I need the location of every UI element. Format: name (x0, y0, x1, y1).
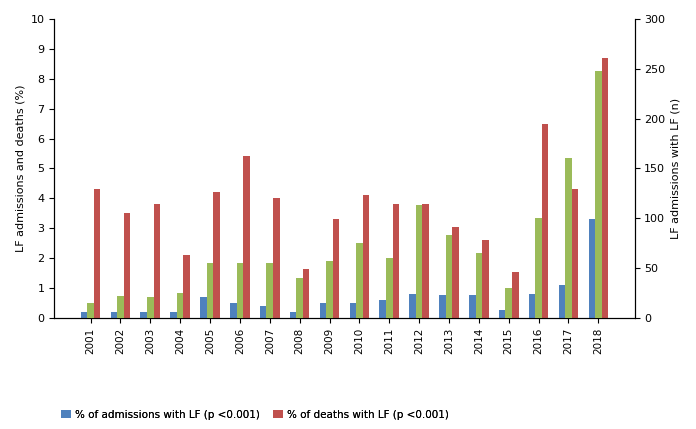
Legend: % of admissions with LF (p <0.001), % of deaths with LF (p <0.001): % of admissions with LF (p <0.001), % of… (61, 410, 450, 420)
Bar (601, 58, 608, 318)
Bar (94, 189, 100, 318)
Bar (565, 158, 572, 318)
Bar (349, 303, 356, 318)
Bar (469, 296, 475, 318)
Bar (356, 243, 363, 318)
Bar (200, 297, 207, 318)
Bar (535, 218, 542, 318)
Bar (290, 312, 296, 318)
Bar (333, 219, 340, 318)
Bar (482, 240, 489, 318)
Bar (445, 235, 452, 318)
Bar (542, 124, 548, 318)
Bar (409, 294, 416, 318)
Bar (512, 272, 519, 318)
Bar (379, 300, 386, 318)
Bar (213, 192, 220, 318)
Bar (303, 269, 310, 318)
Bar (177, 293, 184, 318)
Bar (260, 306, 267, 318)
Y-axis label: LF admissions and deaths (%): LF admissions and deaths (%) (15, 85, 25, 252)
Bar (529, 294, 535, 318)
Bar (87, 303, 94, 318)
Bar (243, 157, 250, 318)
Bar (319, 303, 326, 318)
Bar (237, 263, 243, 318)
Bar (267, 263, 273, 318)
Bar (207, 263, 213, 318)
Bar (326, 261, 333, 318)
Bar (124, 213, 130, 318)
Bar (393, 204, 399, 318)
Bar (595, 71, 601, 318)
Bar (475, 253, 482, 318)
Bar (273, 198, 280, 318)
Bar (184, 255, 190, 318)
Bar (589, 219, 595, 318)
Bar (154, 204, 160, 318)
Bar (296, 278, 303, 318)
Bar (230, 303, 237, 318)
Bar (499, 310, 505, 318)
Bar (452, 227, 459, 318)
Bar (111, 312, 117, 318)
Bar (147, 297, 154, 318)
Bar (81, 312, 87, 318)
Bar (572, 189, 578, 318)
Bar (559, 285, 565, 318)
Bar (171, 312, 177, 318)
Bar (416, 205, 422, 318)
Bar (505, 288, 512, 318)
Bar (117, 296, 124, 318)
Bar (422, 204, 429, 318)
Bar (363, 195, 370, 318)
Y-axis label: LF admissions with LF (n): LF admissions with LF (n) (671, 98, 681, 239)
Bar (386, 258, 393, 318)
Bar (439, 296, 445, 318)
Bar (141, 312, 147, 318)
